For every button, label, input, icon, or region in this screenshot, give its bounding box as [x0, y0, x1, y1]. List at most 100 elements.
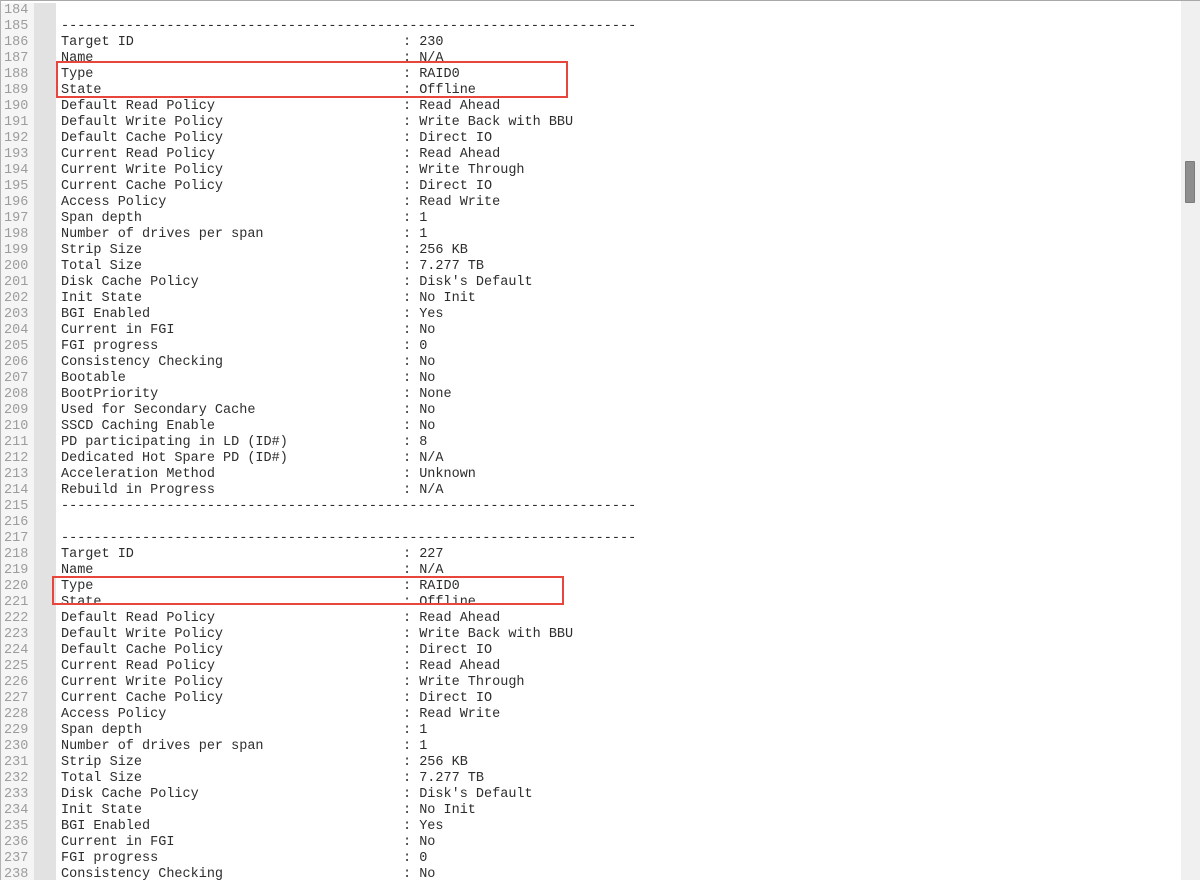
field-label: PD participating in LD (ID#) — [61, 435, 288, 450]
field-label: Dedicated Hot Spare PD (ID#) — [61, 451, 288, 466]
line-number: 190 — [1, 99, 34, 115]
field-value: : 0 — [403, 851, 428, 866]
code-line: 213 Acceleration Method: Unknown — [1, 467, 1200, 483]
fold-margin — [34, 451, 56, 467]
line-content: State: Offline — [56, 83, 1200, 99]
code-line: 188 Type: RAID0 — [1, 67, 1200, 83]
field-value: : Offline — [403, 595, 476, 610]
line-content: Current Read Policy: Read Ahead — [56, 659, 1200, 675]
field-label: Current Read Policy — [61, 659, 215, 674]
fold-margin — [34, 67, 56, 83]
separator-dashes: ----------------------------------------… — [61, 499, 637, 514]
fold-margin — [34, 867, 56, 880]
field-value: : 1 — [403, 227, 428, 242]
code-line: 206 Consistency Checking: No — [1, 355, 1200, 371]
line-number: 218 — [1, 547, 34, 563]
line-number: 231 — [1, 755, 34, 771]
field-label: State — [61, 595, 102, 610]
code-line: 236 Current in FGI: No — [1, 835, 1200, 851]
line-number: 194 — [1, 163, 34, 179]
field-value: : N/A — [403, 51, 444, 66]
fold-margin — [34, 771, 56, 787]
fold-margin — [34, 787, 56, 803]
fold-margin — [34, 499, 56, 515]
code-line: 237 FGI progress: 0 — [1, 851, 1200, 867]
line-number: 223 — [1, 627, 34, 643]
line-number: 192 — [1, 131, 34, 147]
field-label: Total Size — [61, 771, 143, 786]
fold-margin — [34, 435, 56, 451]
line-number: 215 — [1, 499, 34, 515]
line-number: 229 — [1, 723, 34, 739]
line-number: 224 — [1, 643, 34, 659]
fold-margin — [34, 163, 56, 179]
code-line: 221 State: Offline — [1, 595, 1200, 611]
line-content: Current Write Policy : Write Through — [56, 675, 1200, 691]
vertical-scrollbar[interactable] — [1181, 1, 1200, 880]
line-number: 232 — [1, 771, 34, 787]
fold-margin — [34, 515, 56, 531]
fold-margin — [34, 739, 56, 755]
code-line: 207 Bootable: No — [1, 371, 1200, 387]
line-content: Acceleration Method: Unknown — [56, 467, 1200, 483]
field-value: : 1 — [403, 739, 428, 754]
field-value: : No Init — [403, 803, 476, 818]
line-content: Access Policy: Read Write — [56, 707, 1200, 723]
fold-margin — [34, 755, 56, 771]
line-number: 211 — [1, 435, 34, 451]
field-value: : 256 KB — [403, 755, 468, 770]
field-label: Bootable — [61, 371, 126, 386]
line-content: Access Policy: Read Write — [56, 195, 1200, 211]
fold-margin — [34, 851, 56, 867]
field-label: Current Write Policy — [61, 675, 224, 690]
code-line: 197 Span depth: 1 — [1, 211, 1200, 227]
field-value: : Write Back with BBU — [403, 627, 574, 642]
separator-dashes: ----------------------------------------… — [61, 531, 637, 546]
field-value: : No — [403, 355, 436, 370]
line-content: Default Cache Policy: Direct IO — [56, 643, 1200, 659]
line-content: Number of drives per span: 1 — [56, 739, 1200, 755]
field-label: Total Size — [61, 259, 143, 274]
fold-margin — [34, 835, 56, 851]
field-label: Target ID — [61, 547, 134, 562]
field-label: BootPriority — [61, 387, 159, 402]
field-value: : Read Write — [403, 707, 501, 722]
fold-margin — [34, 147, 56, 163]
code-line: 225 Current Read Policy: Read Ahead — [1, 659, 1200, 675]
field-label: Used for Secondary Cache — [61, 403, 256, 418]
field-value: : Yes — [403, 819, 444, 834]
line-content: Default Write Policy: Write Back with BB… — [56, 627, 1200, 643]
scrollbar-thumb[interactable] — [1185, 161, 1195, 203]
line-content: Strip Size: 256 KB — [56, 243, 1200, 259]
line-content: Span depth: 1 — [56, 211, 1200, 227]
code-line: 190 Default Read Policy: Read Ahead — [1, 99, 1200, 115]
code-line: 195 Current Cache Policy: Direct IO — [1, 179, 1200, 195]
line-number: 189 — [1, 83, 34, 99]
field-value: : 0 — [403, 339, 428, 354]
field-label: Type — [61, 579, 94, 594]
fold-margin — [34, 227, 56, 243]
field-value: : 1 — [403, 211, 428, 226]
fold-margin — [34, 467, 56, 483]
line-content: Current in FGI: No — [56, 835, 1200, 851]
line-number: 196 — [1, 195, 34, 211]
fold-margin — [34, 563, 56, 579]
fold-margin — [34, 579, 56, 595]
line-content: Name: N/A — [56, 563, 1200, 579]
field-value: : Yes — [403, 307, 444, 322]
line-number: 219 — [1, 563, 34, 579]
line-number: 204 — [1, 323, 34, 339]
line-number: 233 — [1, 787, 34, 803]
code-line: 228 Access Policy: Read Write — [1, 707, 1200, 723]
line-number: 191 — [1, 115, 34, 131]
line-number: 234 — [1, 803, 34, 819]
field-label: Disk Cache Policy — [61, 787, 199, 802]
field-label: Acceleration Method — [61, 467, 215, 482]
code-line: 230 Number of drives per span: 1 — [1, 739, 1200, 755]
field-label: Current in FGI — [61, 835, 175, 850]
field-value: : Write Through — [403, 675, 525, 690]
fold-margin — [34, 547, 56, 563]
fold-margin — [34, 387, 56, 403]
code-line: 200 Total Size: 7.277 TB — [1, 259, 1200, 275]
code-line: 202 Init State: No Init — [1, 291, 1200, 307]
